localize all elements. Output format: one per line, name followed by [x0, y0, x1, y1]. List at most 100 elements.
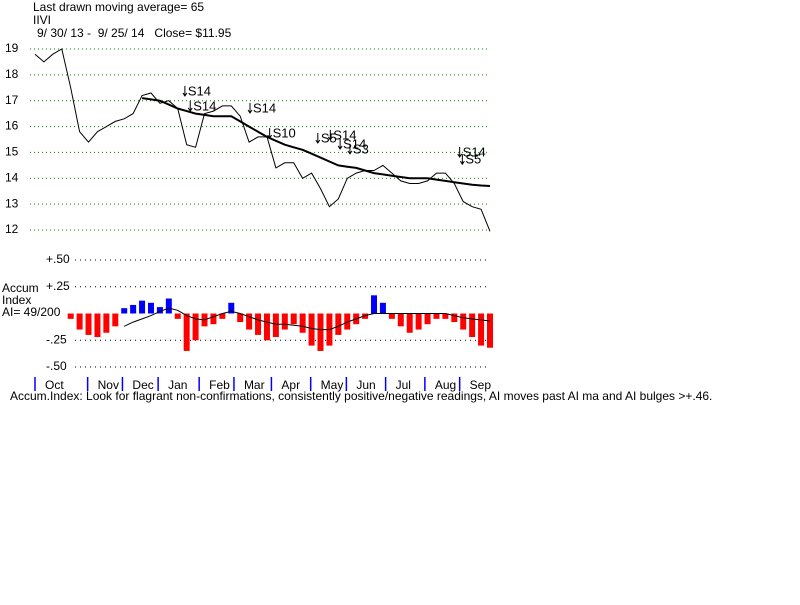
signal-label: S14: [463, 144, 486, 159]
ai-bar: [281, 313, 288, 330]
x-tick-label: Jul: [396, 378, 411, 392]
y-tick-label: 16: [5, 119, 19, 133]
y-tick-label: 15: [5, 145, 19, 159]
ai-bar: [130, 304, 137, 314]
ai-bar: [165, 298, 172, 314]
x-tick-label: Jun: [356, 378, 375, 392]
panel-title: Accum: [2, 281, 39, 295]
ai-bar: [299, 313, 306, 333]
ai-bar: [424, 313, 431, 325]
y-tick-label: +.50: [46, 252, 70, 266]
signal-arrow: [337, 138, 343, 150]
x-tick-label: Jan: [168, 378, 187, 392]
ai-bar: [388, 313, 395, 319]
ai-bar: [228, 302, 235, 314]
signal-label: S14: [193, 98, 216, 113]
y-tick-label: 14: [5, 170, 19, 184]
x-tick-label: Feb: [209, 378, 230, 392]
signal-label: S14: [333, 127, 356, 142]
ai-bar: [433, 313, 440, 319]
signal-label: S14: [253, 100, 276, 115]
ai-bar: [317, 313, 324, 351]
y-tick-label: 19: [5, 41, 19, 55]
signal-arrow: [457, 146, 463, 158]
ai-bar: [406, 313, 413, 333]
ai-bar: [451, 313, 458, 323]
signal-arrow: [182, 85, 188, 97]
ai-bar: [67, 313, 74, 319]
ai-bar: [246, 313, 253, 330]
x-tick-label: Apr: [281, 378, 300, 392]
date-range: 9/ 30/ 13 - 9/ 25/ 14 Close= $11.95: [37, 26, 232, 40]
x-tick-label: Aug: [435, 378, 456, 392]
ai-bar: [371, 295, 378, 314]
ai-bar: [121, 308, 128, 314]
y-tick-label: 12: [5, 222, 19, 236]
ai-bar: [103, 313, 110, 333]
ai-bar: [139, 300, 146, 314]
ai-bar: [76, 313, 83, 330]
x-tick-label: May: [321, 378, 344, 392]
signal-arrow: [187, 100, 193, 112]
signal-arrow: [247, 102, 253, 114]
ai-bar: [263, 313, 270, 341]
ai-bar: [192, 313, 199, 341]
ai-bar: [335, 313, 342, 335]
signal-label: S14: [188, 83, 211, 98]
y-tick-label: +.25: [46, 279, 70, 293]
y-tick-label: -.25: [46, 332, 67, 346]
ai-bar: [362, 313, 369, 319]
moving-average-line: [141, 97, 491, 187]
ai-bar: [156, 307, 163, 314]
ai-bar: [415, 313, 422, 330]
x-tick-label: Mar: [244, 378, 265, 392]
ai-bar: [442, 313, 449, 319]
ai-bar: [219, 313, 226, 319]
y-tick-label: 13: [5, 196, 19, 210]
signal-arrow: [347, 143, 353, 155]
symbol: IIVI: [33, 13, 51, 27]
ai-bar: [255, 313, 262, 335]
ai-bar: [460, 313, 467, 330]
signal-arrow: [315, 132, 321, 144]
ai-bar: [94, 313, 101, 338]
x-tick-label: Nov: [98, 378, 119, 392]
y-tick-label: 18: [5, 67, 19, 81]
price-line: [34, 48, 491, 232]
signal-label: S14: [343, 136, 366, 151]
x-tick-label: Dec: [132, 378, 153, 392]
ai-bar: [183, 313, 190, 351]
ai-bar: [308, 313, 315, 346]
signal-label: S3: [353, 141, 369, 156]
header-text: Last drawn moving average= 65: [33, 0, 204, 14]
ai-bar: [174, 313, 181, 319]
x-tick-label: Oct: [45, 378, 64, 392]
ai-label: AI= 49/200: [2, 305, 61, 319]
signal-label: S5: [465, 152, 481, 167]
ai-bar: [344, 313, 351, 330]
ai-ma-line: [123, 307, 491, 331]
ai-bar: [487, 313, 493, 348]
ai-bar: [379, 302, 386, 314]
ai-bar: [237, 313, 244, 323]
ai-bar: [210, 313, 217, 325]
ai-bar: [478, 313, 485, 346]
ai-bar: [85, 313, 92, 335]
ai-bar: [290, 313, 297, 325]
signal-label: S10: [273, 126, 296, 141]
footer: Accum.Index: Look for flagrant non-confi…: [10, 389, 712, 403]
signal-arrow: [267, 128, 273, 139]
signal-arrow: [459, 154, 465, 166]
ai-bar: [397, 313, 404, 327]
ai-bar: [272, 313, 279, 338]
signal-arrow: [327, 129, 333, 141]
panel-subtitle: Index: [2, 293, 31, 307]
ai-bar: [112, 313, 119, 327]
ai-bar: [147, 302, 154, 314]
ai-bar: [469, 313, 476, 338]
y-tick-label: -.50: [46, 359, 67, 373]
y-tick-label: 17: [5, 93, 19, 107]
x-tick-label: Sep: [470, 378, 492, 392]
